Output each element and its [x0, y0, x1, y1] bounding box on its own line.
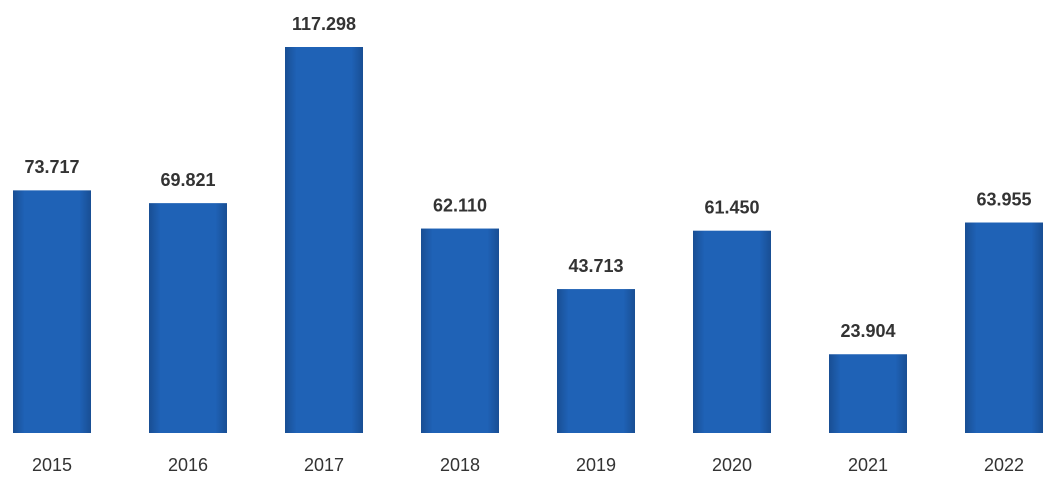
bar-shade [13, 190, 91, 433]
bar-shade [557, 289, 635, 433]
value-label: 61.450 [704, 198, 759, 218]
value-label: 117.298 [292, 14, 356, 34]
bar-shade [965, 222, 1043, 433]
x-tick-label: 2021 [848, 455, 888, 475]
value-label: 23.904 [840, 321, 895, 341]
value-label: 62.110 [433, 195, 487, 215]
value-label: 43.713 [568, 256, 623, 276]
value-label: 69.821 [160, 170, 215, 190]
bar-shade [693, 230, 771, 433]
x-tick-label: 2017 [304, 455, 344, 475]
value-label: 73.717 [24, 157, 79, 177]
bar-shade [149, 203, 227, 433]
value-label: 63.955 [976, 189, 1031, 209]
x-tick-label: 2019 [576, 455, 616, 475]
bar-shade [285, 47, 363, 433]
x-tick-label: 2022 [984, 455, 1024, 475]
x-tick-label: 2020 [712, 455, 752, 475]
x-tick-label: 2016 [168, 455, 208, 475]
bar-shade [829, 354, 907, 433]
bar-shade [421, 228, 499, 433]
x-tick-label: 2015 [32, 455, 72, 475]
x-tick-label: 2018 [440, 455, 480, 475]
